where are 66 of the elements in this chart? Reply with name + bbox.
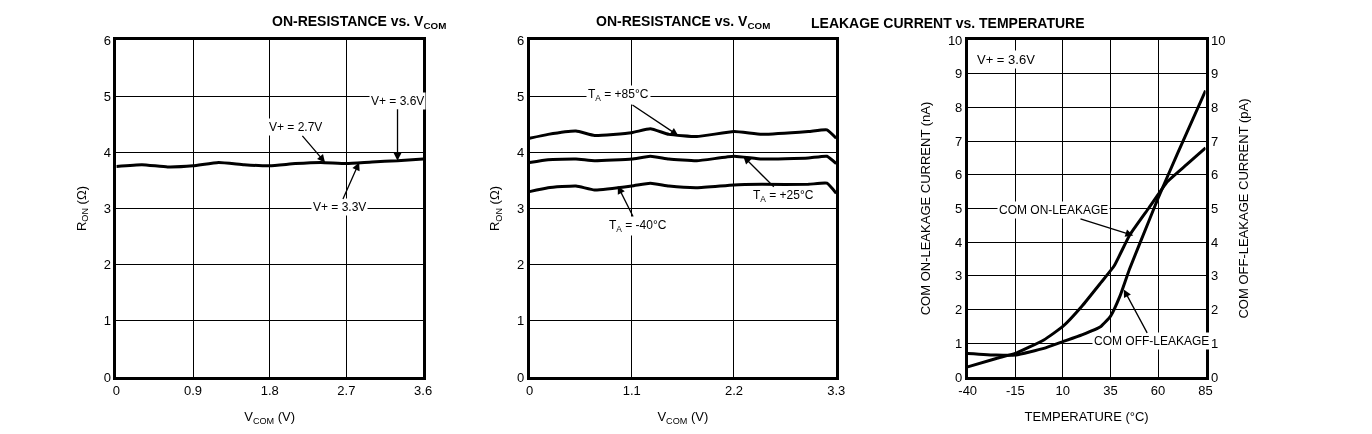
x-axis-title: V$_{COM}$ (V) xyxy=(244,408,296,426)
y-tick-label: 10 xyxy=(947,32,963,48)
y2-tick-label: 8 xyxy=(1210,99,1219,115)
annotation: COM OFF-LEAKAGE xyxy=(1094,334,1210,348)
y-tick-label: 3 xyxy=(103,201,111,217)
y-axis-title: COM ON-LEAKAGE CURRENT (nA) xyxy=(917,101,933,316)
x-axis-title: TEMPERATURE (°C) xyxy=(1024,408,1149,424)
x-tick-label: 10 xyxy=(1055,383,1071,399)
y-tick-label: 5 xyxy=(103,88,111,104)
y-tick-label: 4 xyxy=(516,144,525,160)
y2-tick-label: 7 xyxy=(1210,133,1219,149)
y-tick-label: 2 xyxy=(516,257,525,273)
annotation: V+ = 2.7V xyxy=(269,120,323,134)
x-tick-label: 85 xyxy=(1198,383,1213,399)
y-tick-label: 2 xyxy=(955,302,963,318)
y2-axis-title: COM OFF-LEAKAGE CURRENT (pA) xyxy=(1236,98,1251,319)
y-tick-label: 6 xyxy=(955,167,963,183)
y-tick-label: 1 xyxy=(516,313,525,329)
y-tick-label: 1 xyxy=(955,335,963,351)
y-tick-label: 9 xyxy=(955,66,963,82)
annotation: T$_{A}$ = -40°C xyxy=(609,218,667,234)
x-tick-label: -40 xyxy=(958,383,978,399)
y-tick-label: 3 xyxy=(516,201,525,217)
y-tick-label: 4 xyxy=(103,144,111,160)
chart-title: ON-RESISTANCE vs. V$_{COM}$ xyxy=(272,13,447,31)
annotation: T$_{A}$ = +25°C xyxy=(753,188,814,204)
y2-tick-label: 0 xyxy=(1210,369,1219,385)
y-tick-label: 3 xyxy=(955,268,963,284)
annotation: V+ = 3.3V xyxy=(313,200,367,214)
y-tick-label: 2 xyxy=(103,257,111,273)
x-tick-label: 3.6 xyxy=(414,383,433,399)
annotation: T$_{A}$ = +85°C xyxy=(588,87,649,103)
y2-tick-label: 6 xyxy=(1210,167,1219,183)
y2-tick-label: 1 xyxy=(1210,335,1219,351)
y-tick-label: 8 xyxy=(955,99,963,115)
x-tick-label: 0.9 xyxy=(183,383,203,399)
x-tick-label: -15 xyxy=(1005,383,1025,399)
y-tick-label: 5 xyxy=(955,201,963,217)
y-tick-label: 0 xyxy=(516,369,525,385)
y2-tick-label: 10 xyxy=(1210,32,1226,48)
y-tick-label: 5 xyxy=(516,88,525,104)
chart-title: ON-RESISTANCE vs. V$_{COM}$ xyxy=(596,13,771,31)
x-tick-label: 3.3 xyxy=(827,383,846,399)
y2-tick-label: 4 xyxy=(1210,234,1219,250)
y2-tick-label: 2 xyxy=(1210,302,1219,318)
y-tick-label: 1 xyxy=(103,313,111,329)
chart-title: LEAKAGE CURRENT vs. TEMPERATURE xyxy=(811,15,1085,31)
y2-tick-label: 3 xyxy=(1210,268,1219,284)
x-tick-label: 1.1 xyxy=(622,383,641,399)
x-tick-label: 35 xyxy=(1103,383,1118,399)
y-tick-label: 6 xyxy=(516,32,525,48)
y-tick-label: 4 xyxy=(955,234,963,250)
annotation: COM ON-LEAKAGE xyxy=(999,203,1109,217)
y-tick-label: 7 xyxy=(955,133,963,149)
y-tick-label: 0 xyxy=(955,369,963,385)
y2-tick-label: 9 xyxy=(1210,66,1219,82)
x-axis-title: V$_{COM}$ (V) xyxy=(657,408,709,426)
x-tick-label: 2.2 xyxy=(724,383,744,399)
annotation: V+ = 3.6V xyxy=(371,94,425,108)
y-tick-label: 6 xyxy=(103,32,111,48)
x-tick-label: 60 xyxy=(1150,383,1166,399)
x-tick-label: 2.7 xyxy=(337,383,356,399)
y2-tick-label: 5 xyxy=(1210,201,1219,217)
x-tick-label: 1.8 xyxy=(260,383,279,399)
annotation: V+ = 3.6V xyxy=(977,52,1036,67)
y-tick-label: 0 xyxy=(103,369,111,385)
